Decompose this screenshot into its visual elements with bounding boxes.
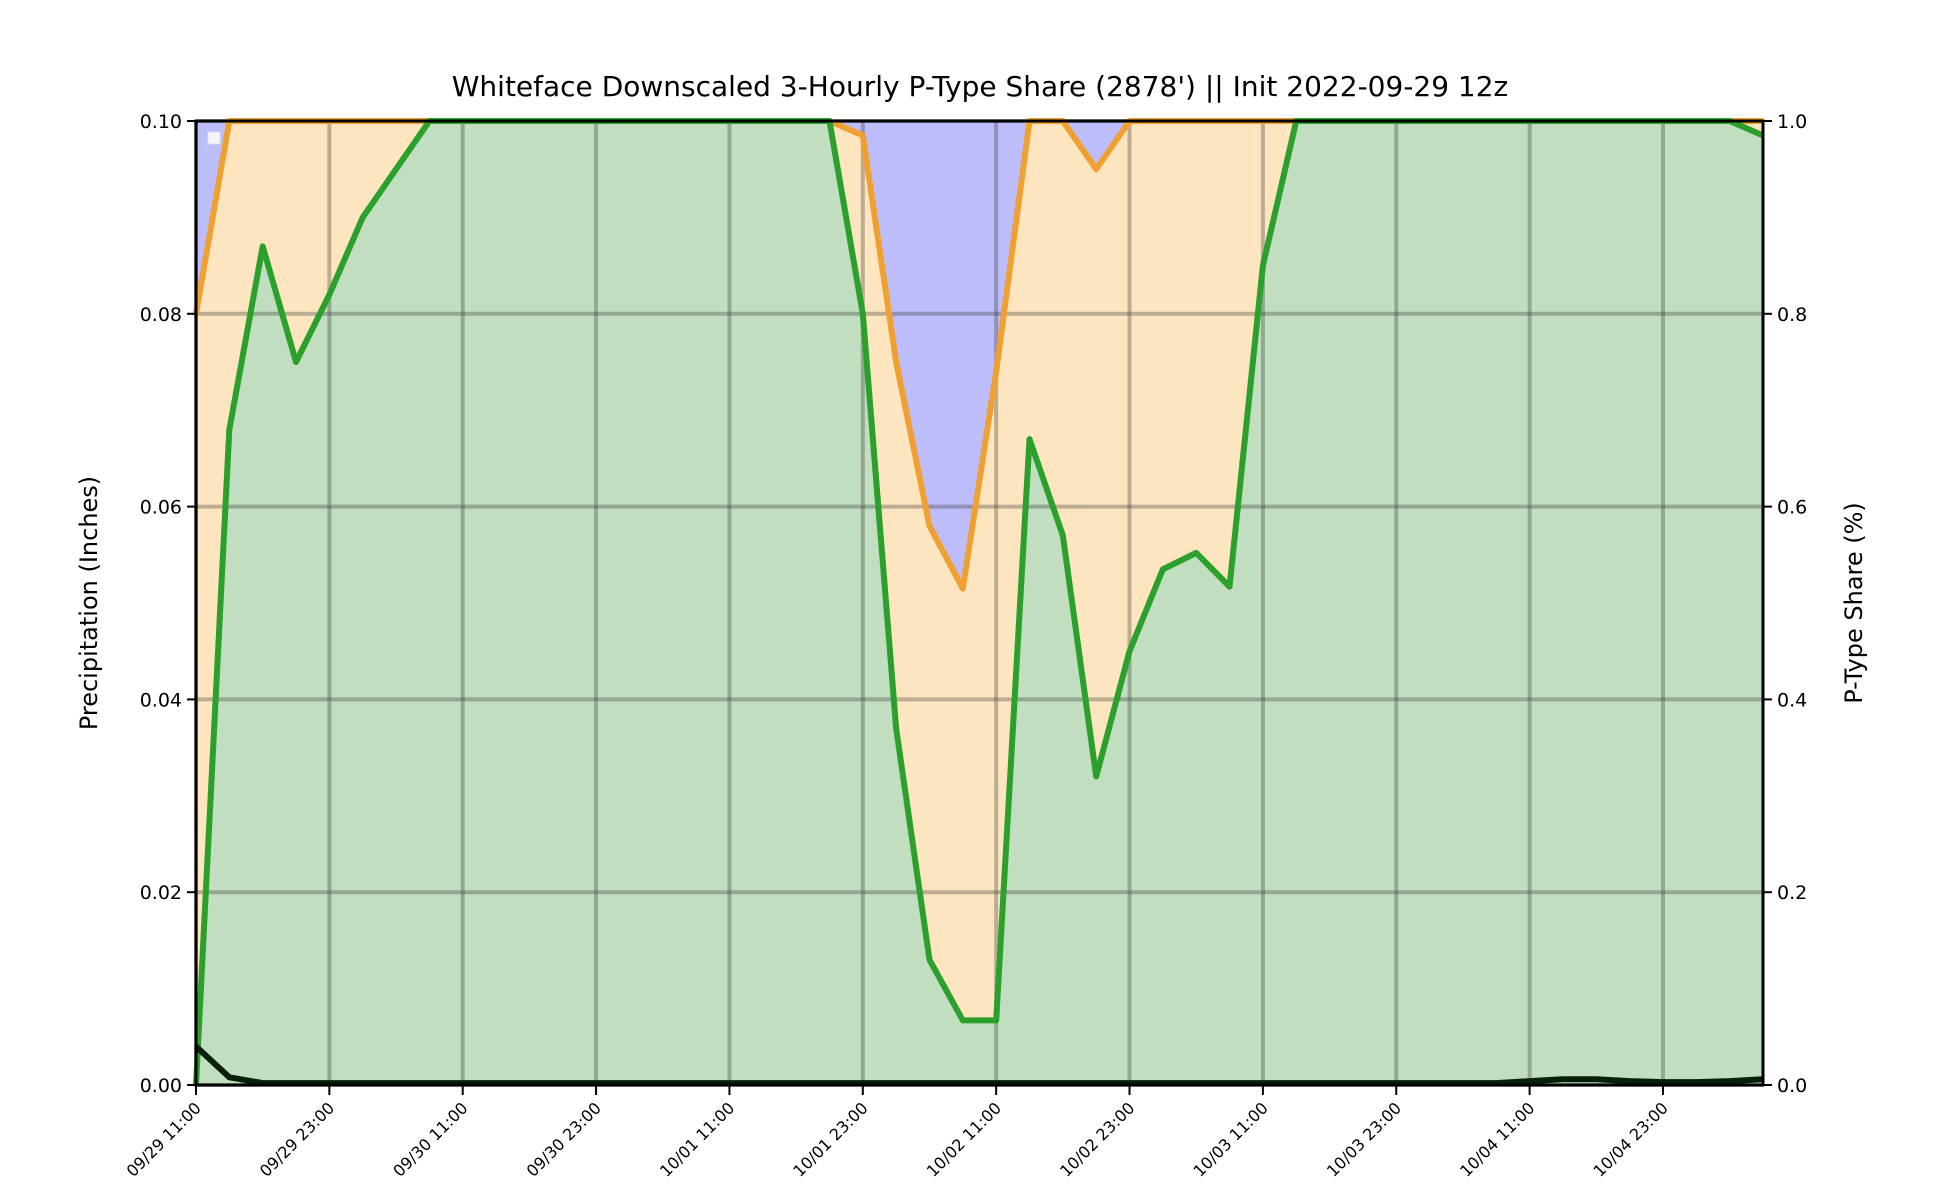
y-right-tick-label: 0.0 (1777, 1075, 1807, 1097)
x-tick-label: 10/02 11:00 (923, 1098, 1005, 1180)
y-axis-right-label: P-Type Share (%) (1840, 502, 1868, 704)
plot-area (196, 121, 1763, 1085)
x-tick-label: 10/02 23:00 (1056, 1098, 1138, 1180)
y-left-tick-label: 0.04 (140, 689, 182, 711)
precipitation-line (193, 1044, 1764, 1087)
y-left-tick-label: 0.00 (140, 1075, 182, 1097)
x-tick-label: 09/30 23:00 (523, 1098, 605, 1180)
y-left-tick-label: 0.06 (140, 497, 182, 519)
x-tick-label: 10/01 23:00 (789, 1098, 871, 1180)
x-tick-label: 10/03 11:00 (1189, 1098, 1271, 1180)
y-right-tick-label: 0.6 (1777, 497, 1807, 519)
y-left-tick-label: 0.02 (140, 882, 182, 904)
y-right-tick-label: 0.4 (1777, 689, 1807, 711)
y-axis-left: 0.00 0.02 0.04 0.06 0.08 0.10 (140, 111, 196, 1097)
y-left-tick-label: 0.08 (140, 304, 182, 326)
x-tick-label: 09/29 23:00 (256, 1098, 338, 1180)
x-tick-label: 10/03 23:00 (1323, 1098, 1405, 1180)
x-tick-label: 10/04 11:00 (1456, 1098, 1538, 1180)
x-tick-label: 10/04 23:00 (1590, 1098, 1672, 1180)
x-tick-label: 09/30 11:00 (389, 1098, 471, 1180)
x-tick-label: 09/29 11:00 (123, 1098, 205, 1180)
y-right-tick-label: 0.2 (1777, 882, 1807, 904)
y-left-tick-label: 0.10 (140, 111, 182, 133)
y-axis-left-label: Precipitation (Inches) (75, 476, 103, 730)
y-right-tick-label: 0.8 (1777, 304, 1807, 326)
chart-title: Whiteface Downscaled 3-Hourly P-Type Sha… (452, 70, 1509, 103)
plot-frame (194, 119, 1765, 1087)
y-axis-right: 0.0 0.2 0.4 0.6 0.8 1.0 (1763, 111, 1807, 1097)
x-tick-label: 10/01 11:00 (656, 1098, 738, 1180)
x-axis: 09/29 11:00 09/29 23:00 09/30 11:00 09/30 2… (123, 1085, 1672, 1181)
legend-box (207, 131, 221, 145)
y-right-tick-label: 1.0 (1777, 111, 1807, 133)
rain-share-area (196, 121, 1763, 1085)
